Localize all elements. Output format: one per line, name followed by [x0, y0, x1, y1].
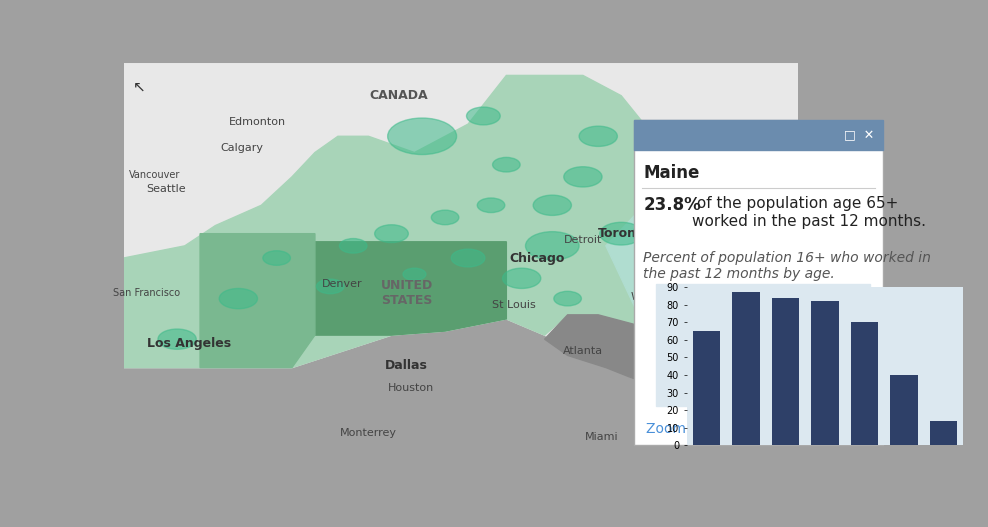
Text: CANADA: CANADA — [370, 89, 429, 102]
Text: St Louis: St Louis — [492, 300, 535, 310]
Text: ↖: ↖ — [132, 80, 145, 94]
Text: Los Angeles: Los Angeles — [146, 337, 230, 350]
Bar — [656, 285, 870, 406]
Polygon shape — [544, 315, 675, 380]
Circle shape — [466, 107, 500, 125]
Text: Vancouver: Vancouver — [128, 170, 180, 180]
Circle shape — [387, 118, 456, 154]
Text: Montreal: Montreal — [647, 197, 710, 210]
Circle shape — [534, 195, 571, 216]
Circle shape — [600, 222, 642, 245]
Text: Zoom to: Zoom to — [646, 422, 704, 436]
Text: 23.8%: 23.8% — [643, 197, 701, 214]
Bar — [732, 292, 760, 445]
Text: Seattle: Seattle — [146, 184, 186, 194]
Circle shape — [432, 210, 458, 225]
Text: UNITED
STATES: UNITED STATES — [380, 278, 433, 307]
Circle shape — [717, 195, 755, 216]
FancyBboxPatch shape — [634, 120, 883, 445]
Bar — [772, 298, 799, 445]
Circle shape — [374, 225, 408, 242]
Circle shape — [632, 219, 687, 248]
Text: Detroit: Detroit — [564, 235, 602, 245]
Circle shape — [653, 182, 697, 204]
Bar — [693, 331, 720, 445]
Polygon shape — [736, 327, 775, 368]
Bar — [890, 375, 918, 445]
Bar — [930, 421, 957, 445]
Text: □  ✕: □ ✕ — [844, 129, 874, 142]
Text: Edmonton: Edmonton — [229, 117, 287, 127]
Text: Atlanta: Atlanta — [563, 346, 603, 356]
Circle shape — [554, 291, 581, 306]
Text: San Francisco: San Francisco — [113, 288, 180, 298]
Text: Denver: Denver — [321, 279, 362, 289]
Circle shape — [340, 239, 367, 253]
Text: Washington: Washington — [630, 291, 697, 301]
Polygon shape — [315, 242, 506, 335]
Text: Toronto: Toronto — [599, 227, 652, 240]
Circle shape — [493, 158, 520, 172]
Circle shape — [579, 126, 618, 147]
Bar — [811, 301, 839, 445]
Circle shape — [403, 268, 426, 280]
Circle shape — [316, 279, 344, 294]
Text: Boston: Boston — [671, 237, 709, 247]
Text: of the population age 65+
worked in the past 12 months.: of the population age 65+ worked in the … — [692, 197, 926, 229]
Bar — [851, 323, 878, 445]
Text: Percent of population 16+ who worked in
the past 12 months by age.: Percent of population 16+ who worked in … — [643, 251, 932, 281]
Text: Maine: Maine — [643, 164, 700, 182]
Text: Miami: Miami — [585, 432, 618, 442]
Text: Get Directions: Get Directions — [714, 422, 814, 436]
Circle shape — [681, 143, 714, 161]
Circle shape — [219, 288, 258, 309]
Circle shape — [503, 268, 540, 288]
Text: Houston: Houston — [387, 383, 434, 393]
Circle shape — [158, 329, 197, 349]
Text: Philadelphia: Philadelphia — [637, 275, 705, 285]
Text: Monterrey: Monterrey — [340, 427, 397, 437]
Text: Chicago: Chicago — [509, 251, 565, 265]
Polygon shape — [124, 75, 775, 368]
Polygon shape — [200, 233, 315, 368]
Polygon shape — [606, 185, 775, 359]
Polygon shape — [124, 63, 797, 380]
Bar — [634, 120, 883, 151]
Text: Dallas: Dallas — [385, 359, 428, 372]
Text: Calgary: Calgary — [220, 143, 264, 153]
Circle shape — [477, 198, 505, 212]
Circle shape — [697, 237, 730, 255]
Circle shape — [263, 251, 290, 265]
Circle shape — [452, 249, 485, 267]
Text: New York: New York — [642, 260, 707, 272]
Circle shape — [673, 265, 707, 283]
Circle shape — [564, 167, 602, 187]
Circle shape — [526, 232, 579, 260]
